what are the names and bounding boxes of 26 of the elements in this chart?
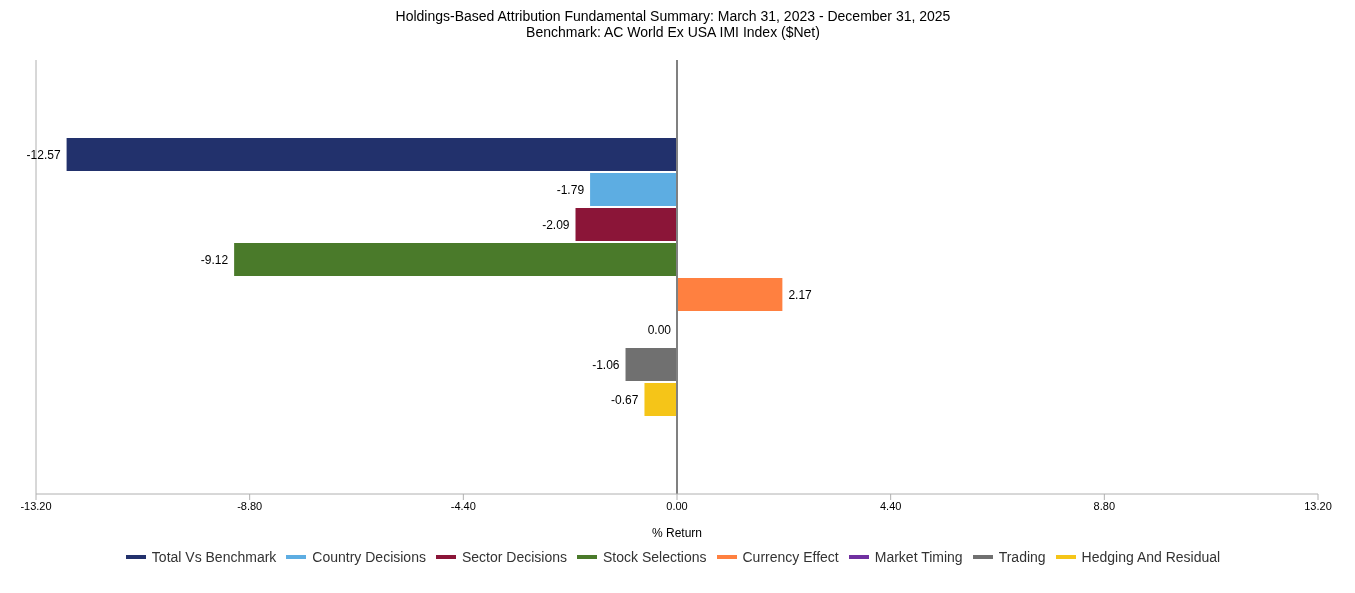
data-label: -0.67 bbox=[611, 392, 639, 407]
x-tick-label: 8.80 bbox=[1093, 499, 1116, 512]
legend-label: Currency Effect bbox=[741, 549, 839, 565]
x-tick-label: -8.80 bbox=[237, 499, 263, 512]
data-label: -1.79 bbox=[556, 182, 585, 197]
x-tick-label: -13.20 bbox=[20, 499, 52, 512]
x-tick-label: 0.00 bbox=[666, 499, 688, 512]
x-tick-label: 4.40 bbox=[879, 499, 902, 512]
data-label: -9.12 bbox=[200, 252, 229, 267]
chart-subtitle: Benchmark: AC World Ex USA IMI Index ($Net) bbox=[525, 24, 821, 40]
data-label: -12.57 bbox=[26, 147, 61, 162]
data-label: 2.17 bbox=[788, 287, 813, 302]
legend-label: Market Timing bbox=[873, 549, 963, 565]
x-tick-label: -4.40 bbox=[450, 499, 476, 512]
chart-title: Holdings-Based Attribution Fundamental Summary: March 31, 2023 - December 31, 2025 bbox=[394, 8, 952, 24]
x-tick-label: 13.20 bbox=[1304, 499, 1332, 512]
data-label: -1.06 bbox=[592, 357, 620, 372]
legend-label: Total Vs Benchmark bbox=[150, 549, 277, 565]
data-label: -2.09 bbox=[542, 217, 570, 232]
data-label: 0.00 bbox=[647, 322, 672, 337]
legend-label: Hedging And Residual bbox=[1080, 549, 1221, 565]
legend-label: Sector Decisions bbox=[460, 549, 567, 565]
x-axis-title: % Return bbox=[651, 526, 703, 540]
legend-label: Stock Selections bbox=[602, 549, 707, 565]
legend-label: Trading bbox=[997, 549, 1046, 565]
legend-label: Country Decisions bbox=[311, 549, 426, 565]
